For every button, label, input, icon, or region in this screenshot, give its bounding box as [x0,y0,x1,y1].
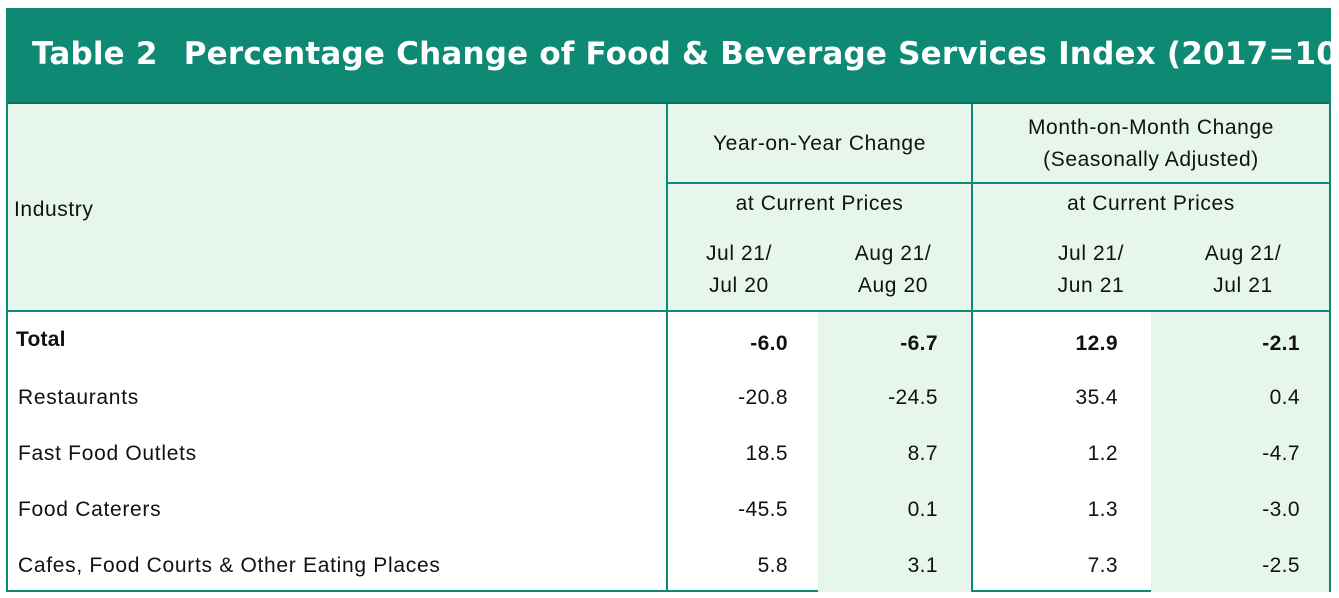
header-period-4-line2: Jul 21 [1213,274,1273,297]
header-divider-yoy-mom [971,104,973,310]
header-period-1-line1: Jul 21/ [705,242,773,265]
table-number: Table 2 [32,36,158,72]
header-period-3-line1: Jul 21/ [1057,242,1125,265]
value-cell: 3.1 [907,554,938,577]
header-period-2: Aug 21/ Aug 20 [828,238,958,302]
table-title-bar: Table 2 Percentage Change of Food & Bever… [8,10,1339,104]
value-cell: -2.5 [1262,554,1300,577]
shaded-column-mom [1151,312,1329,592]
value-cell: -6.7 [900,332,938,355]
value-cell: 1.3 [1087,498,1118,521]
table-frame: Table 2 Percentage Change of Food & Bever… [6,8,1339,592]
header-yoy-prices: at Current Prices [735,192,904,215]
row-label: Cafes, Food Courts & Other Eating Places [18,554,441,577]
header-period-1: Jul 21/ Jul 20 [674,238,804,302]
value-cell: 12.9 [1075,332,1118,355]
header-divider-industry [666,104,668,310]
value-cell: -2.1 [1262,332,1300,355]
header-group-divider [667,182,1329,184]
header-period-4: Aug 21/ Jul 21 [1178,238,1308,302]
value-cell: 1.2 [1087,442,1118,465]
value-cell: 35.4 [1075,386,1118,409]
table-title: Table 2 Percentage Change of Food & Bever… [32,36,1339,72]
table-row: Food Caterers -45.5 0.1 1.3 -3.0 [8,484,1329,540]
table-row: Fast Food Outlets 18.5 8.7 1.2 -4.7 [8,428,1329,484]
value-cell: 0.4 [1269,386,1300,409]
body-divider-industry [666,312,668,592]
row-label: Total [16,328,66,351]
value-cell: -24.5 [888,386,938,409]
header-yoy-change: Year-on-Year Change [712,132,926,155]
header-mom-prices: at Current Prices [1067,192,1235,215]
header-mom-change-line2: (Seasonally Adjusted) [1043,148,1259,171]
table-row: Restaurants -20.8 -24.5 35.4 0.4 [8,372,1329,428]
header-period-4-line1: Aug 21/ [1204,242,1282,265]
row-label: Fast Food Outlets [18,442,197,465]
header-period-1-line2: Jul 20 [709,274,769,297]
shaded-column-yoy [818,312,971,592]
table-header: Industry Year-on-Year Change Month-on-Mo… [8,104,1329,312]
value-cell: 18.5 [745,442,788,465]
table-row: Total -6.0 -6.7 12.9 -2.1 [8,316,1329,372]
value-cell: 8.7 [907,442,938,465]
value-cell: 5.8 [757,554,788,577]
row-label: Restaurants [18,386,139,409]
value-cell: -3.0 [1262,498,1300,521]
body-divider-yoy-mom [971,312,973,592]
value-cell: -20.8 [738,386,788,409]
header-mom-change-line1: Month-on-Month Change [1027,116,1275,139]
value-cell: 7.3 [1087,554,1118,577]
table-title-text: Percentage Change of Food & Beverage Ser… [183,36,1339,72]
value-cell: -4.7 [1262,442,1300,465]
table-row: Cafes, Food Courts & Other Eating Places… [8,540,1329,596]
row-label: Food Caterers [18,498,162,521]
header-industry: Industry [14,198,94,221]
header-period-2-line2: Aug 20 [857,274,929,297]
header-period-3: Jul 21/ Jun 21 [1026,238,1156,302]
value-cell: 0.1 [907,498,938,521]
header-period-3-line2: Jun 21 [1057,274,1125,297]
value-cell: -45.5 [738,498,788,521]
header-period-2-line1: Aug 21/ [854,242,932,265]
table-body: Total -6.0 -6.7 12.9 -2.1 Restaurants -2… [8,312,1329,592]
value-cell: -6.0 [750,332,788,355]
